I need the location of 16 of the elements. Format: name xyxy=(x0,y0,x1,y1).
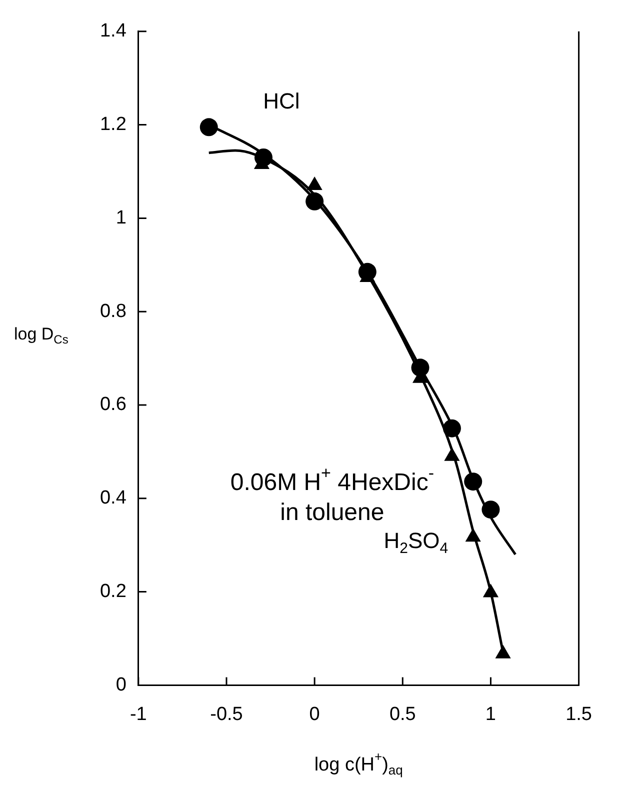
y-tick-label: 0 xyxy=(116,674,126,696)
x-tick-label: -1 xyxy=(130,704,147,725)
y-tick-label: 1 xyxy=(116,207,126,228)
x-tick-label: 1 xyxy=(485,704,496,725)
y-tick-label: 0.8 xyxy=(100,300,126,322)
x-tick-label: 1.5 xyxy=(566,704,592,725)
series-label: HCl xyxy=(263,88,300,114)
y-tick-label: 1.2 xyxy=(100,114,126,136)
y-tick-label: 0.4 xyxy=(100,488,127,509)
y-tick-label: 1.4 xyxy=(100,20,127,42)
x-tick-label: -0.5 xyxy=(210,704,243,725)
y-tick-label: 0.6 xyxy=(100,394,126,416)
x-tick-label: 0 xyxy=(309,704,320,725)
y-tick-label: 0.2 xyxy=(100,581,126,602)
text: 0.06M H+ 4HexDic- in toluene xyxy=(230,463,434,526)
x-tick-label: 0.5 xyxy=(389,704,416,725)
